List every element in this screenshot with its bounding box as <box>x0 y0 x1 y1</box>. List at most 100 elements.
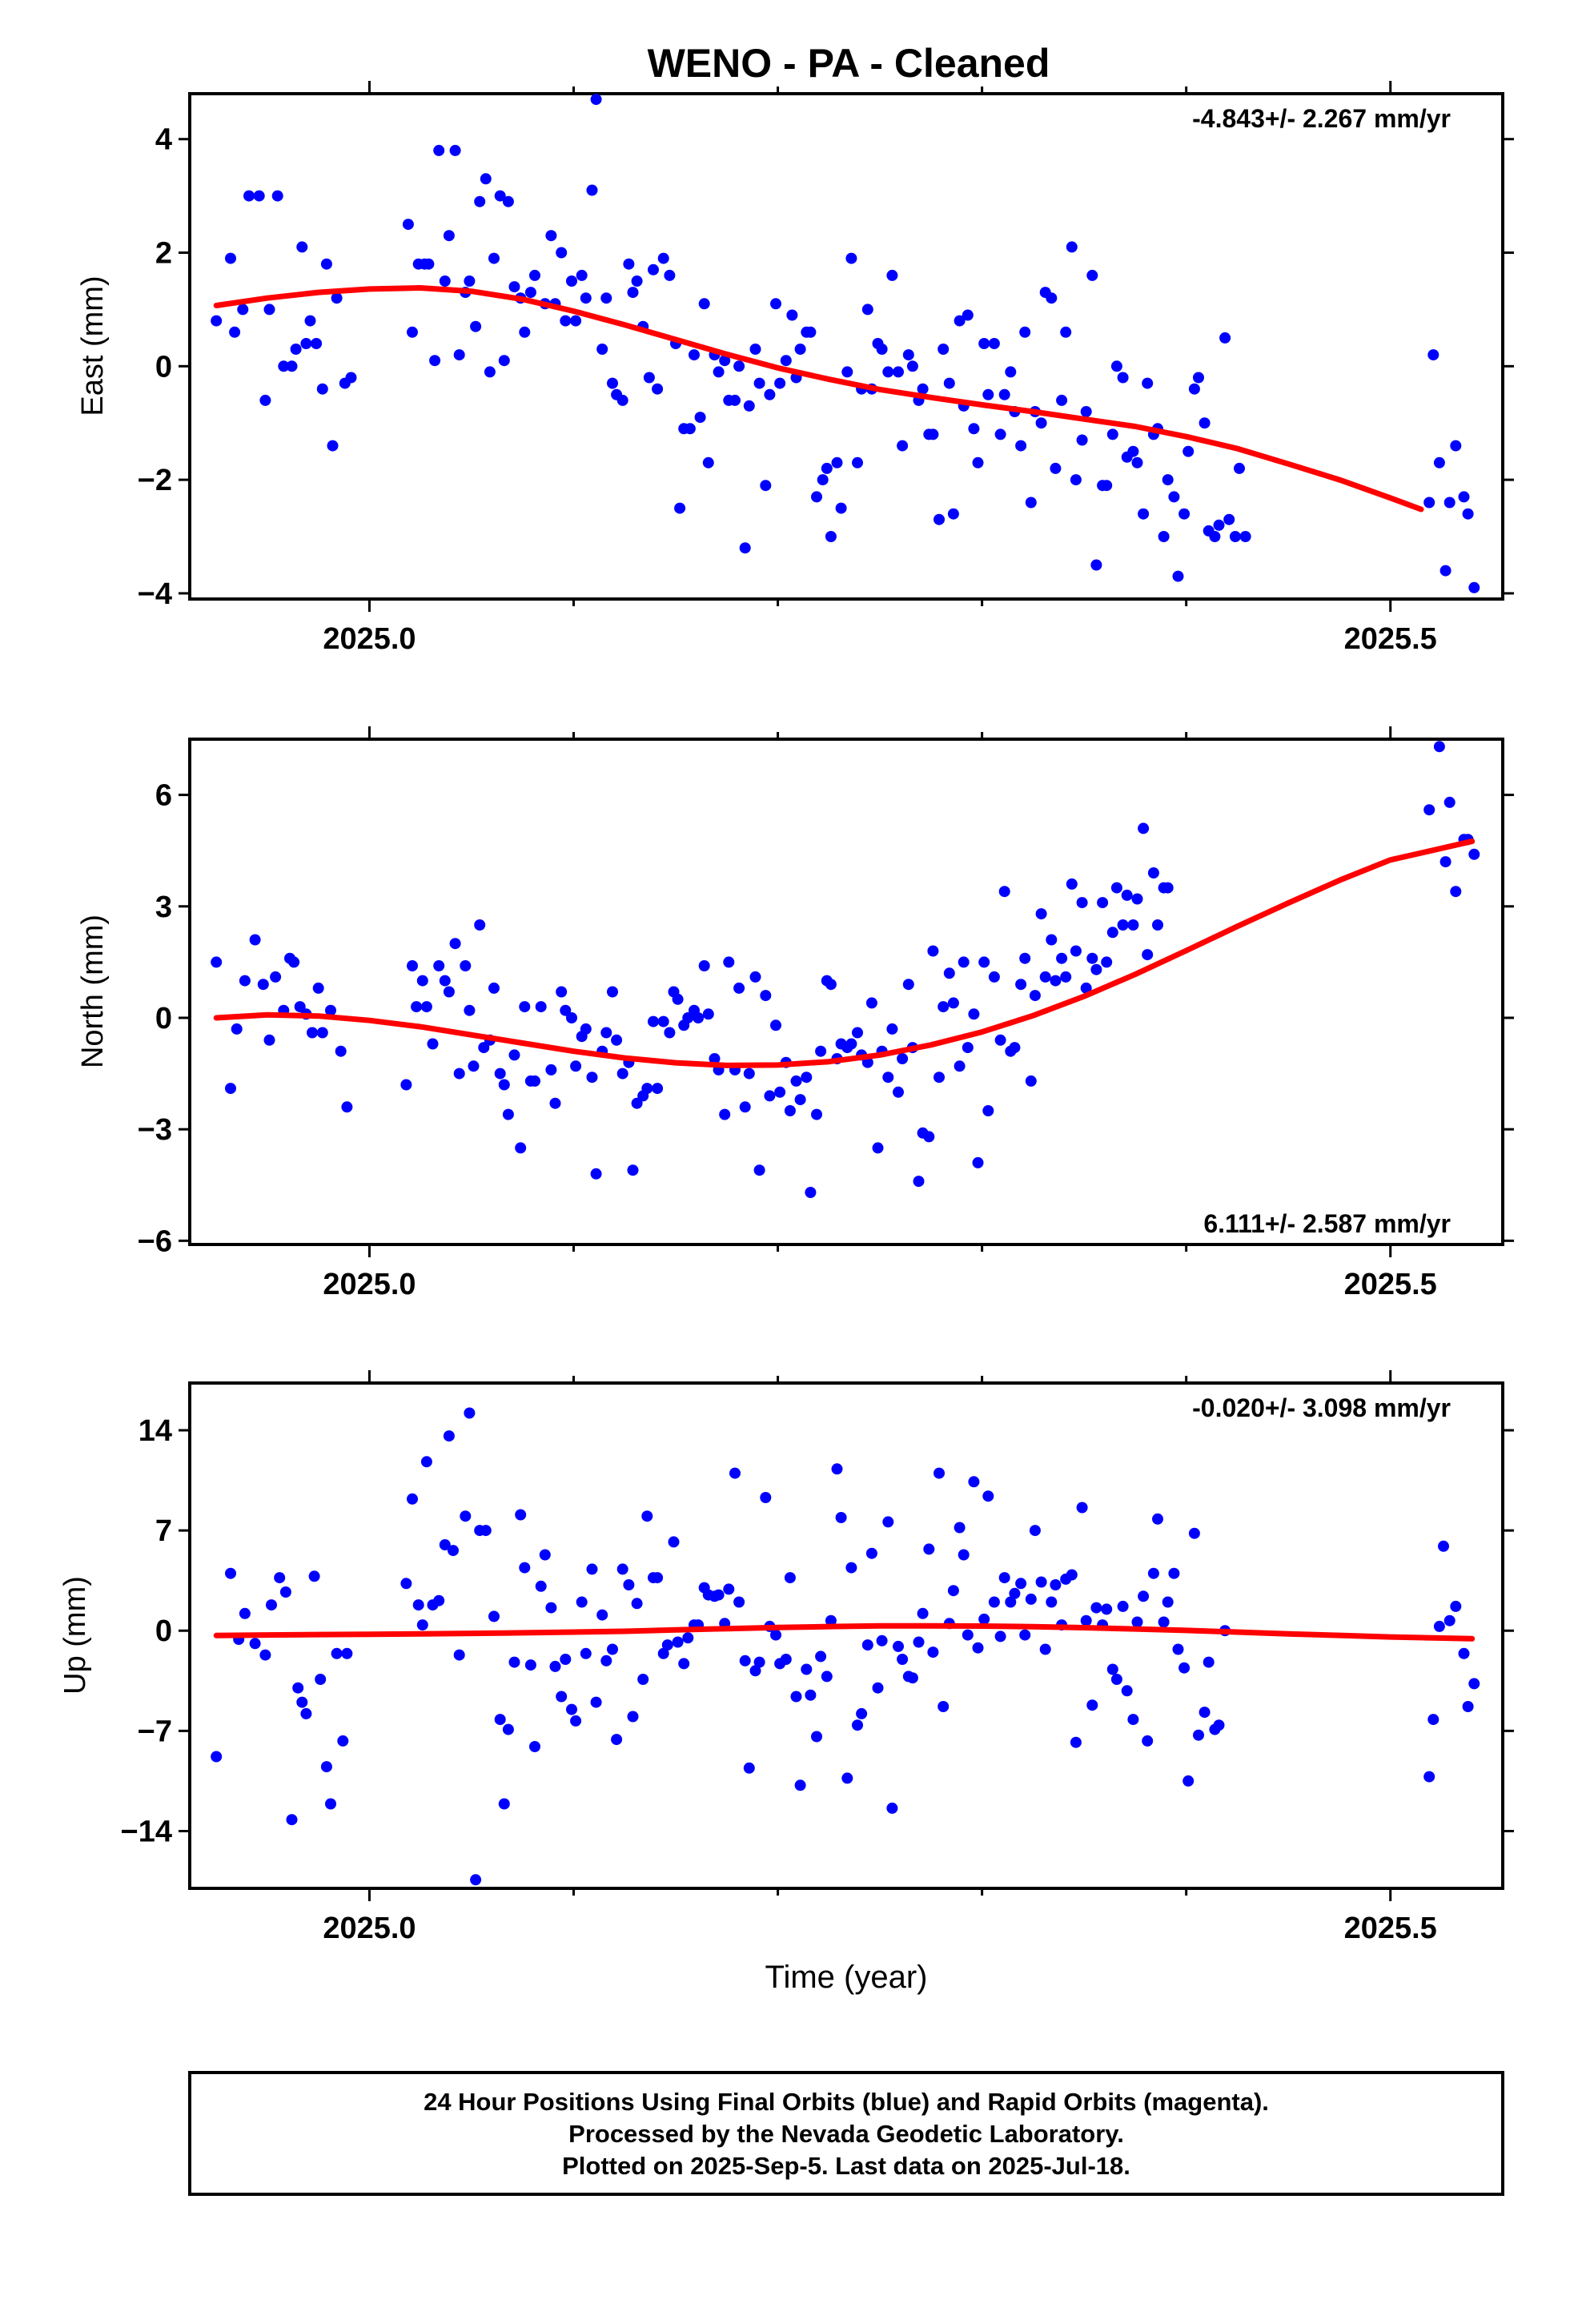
up-axes: −14 −7 0 7 14 2025.0 2025.5 <box>121 1370 1514 1945</box>
up-data-point <box>998 1572 1010 1584</box>
east-rate-label: -4.843+/- 2.267 mm/yr <box>1192 104 1451 133</box>
up-data-point <box>325 1798 336 1810</box>
east-data-point <box>1450 440 1462 452</box>
north-data-point <box>433 960 445 971</box>
up-data-point <box>453 1649 465 1661</box>
north-data-point <box>1039 971 1051 983</box>
up-data-point <box>1438 1540 1449 1552</box>
north-data-point <box>774 1086 786 1098</box>
east-data-point <box>886 269 898 281</box>
up-data-point <box>320 1761 332 1773</box>
east-data-point <box>674 502 686 514</box>
east-data-point <box>811 491 822 503</box>
east-data-point <box>1076 434 1088 446</box>
footer-line-1: 24 Hour Positions Using Final Orbits (bl… <box>424 2088 1269 2116</box>
up-data-point <box>1121 1685 1133 1697</box>
north-data-point <box>325 1004 336 1016</box>
up-data-point <box>1025 1593 1037 1605</box>
north-data-point <box>1106 927 1118 939</box>
east-data-point <box>1199 417 1211 429</box>
north-xtick-label: 2025.0 <box>323 1268 416 1301</box>
up-data-point <box>1462 1701 1474 1712</box>
east-data-point <box>590 94 602 106</box>
east-data-point <box>488 252 500 264</box>
east-data-point <box>316 383 328 395</box>
up-data-point <box>733 1596 745 1608</box>
up-data-point <box>315 1674 327 1685</box>
up-data-point <box>958 1549 970 1561</box>
north-data-point <box>897 1053 909 1064</box>
up-data-point <box>1450 1600 1462 1612</box>
up-data-point <box>292 1682 304 1694</box>
east-data-point <box>1106 428 1118 440</box>
up-data-point <box>811 1731 822 1743</box>
north-data-point <box>416 975 428 987</box>
up-data-point <box>1443 1614 1456 1626</box>
east-data-point <box>749 344 761 355</box>
north-data-point <box>1450 886 1462 898</box>
east-data-point <box>982 388 994 400</box>
east-data-point <box>1117 372 1129 384</box>
north-data-point <box>1117 919 1129 931</box>
up-data-point <box>1015 1578 1027 1590</box>
east-data-point <box>1025 497 1037 509</box>
north-data-point <box>893 1086 904 1098</box>
north-data-point <box>902 979 914 991</box>
north-data-point <box>263 1034 275 1046</box>
north-data-point <box>1162 882 1174 894</box>
up-data-point <box>739 1655 751 1667</box>
up-data-point <box>815 1651 827 1663</box>
north-data-point <box>519 1001 531 1013</box>
east-data-point <box>882 366 894 378</box>
east-data-point <box>729 394 741 406</box>
footer-box <box>188 2071 1504 2196</box>
up-data-point <box>886 1802 898 1814</box>
east-ytick-label: 0 <box>155 350 172 384</box>
north-data-point <box>570 1060 582 1072</box>
up-data-point <box>770 1629 781 1641</box>
east-data-point <box>1172 570 1184 582</box>
up-data-point <box>641 1510 653 1522</box>
up-data-point <box>498 1798 510 1810</box>
up-data-point <box>1110 1674 1122 1685</box>
east-data-point <box>1427 349 1439 361</box>
north-data-point <box>478 1042 490 1054</box>
north-data-point <box>1009 1042 1021 1054</box>
up-data-point <box>962 1629 974 1641</box>
east-data-point <box>786 309 798 321</box>
up-data-point <box>1178 1662 1191 1674</box>
up-data-point <box>515 1509 527 1521</box>
east-data-point <box>1110 360 1122 372</box>
north-data-point <box>611 1034 623 1046</box>
up-data-point <box>865 1547 877 1559</box>
up-panel: Up (mm) -0.020+/- 3.098 mm/yr −14 −7 0 7 14 2… <box>58 1370 1514 1945</box>
north-data-point <box>627 1164 639 1176</box>
north-data-point <box>753 1164 765 1176</box>
east-data-point <box>1209 531 1221 542</box>
north-data-point <box>443 986 455 998</box>
north-data-point <box>882 1072 894 1084</box>
north-data-point <box>962 1042 974 1054</box>
north-data-point <box>1056 952 1068 964</box>
north-ytick-label: −6 <box>138 1224 172 1258</box>
north-data-point <box>845 1038 857 1050</box>
east-data-point <box>1080 406 1092 417</box>
east-fit-curve <box>213 285 1424 513</box>
up-data-point <box>882 1516 894 1528</box>
east-data-point <box>271 190 283 202</box>
north-plot-frame <box>188 738 1504 1246</box>
up-data-point <box>893 1640 904 1652</box>
east-axis-label: East (mm) <box>76 275 110 416</box>
east-data-point <box>927 428 939 440</box>
east-data-point <box>760 480 772 492</box>
up-ytick-label: 0 <box>155 1614 172 1648</box>
up-data-point <box>1070 1736 1082 1748</box>
east-data-point <box>423 258 435 270</box>
up-data-point <box>978 1613 990 1625</box>
up-data-point <box>1203 1656 1215 1668</box>
east-data-point <box>1066 241 1078 253</box>
up-data-point <box>794 1779 806 1791</box>
up-data-point <box>988 1596 1000 1608</box>
east-data-point <box>1223 513 1235 525</box>
